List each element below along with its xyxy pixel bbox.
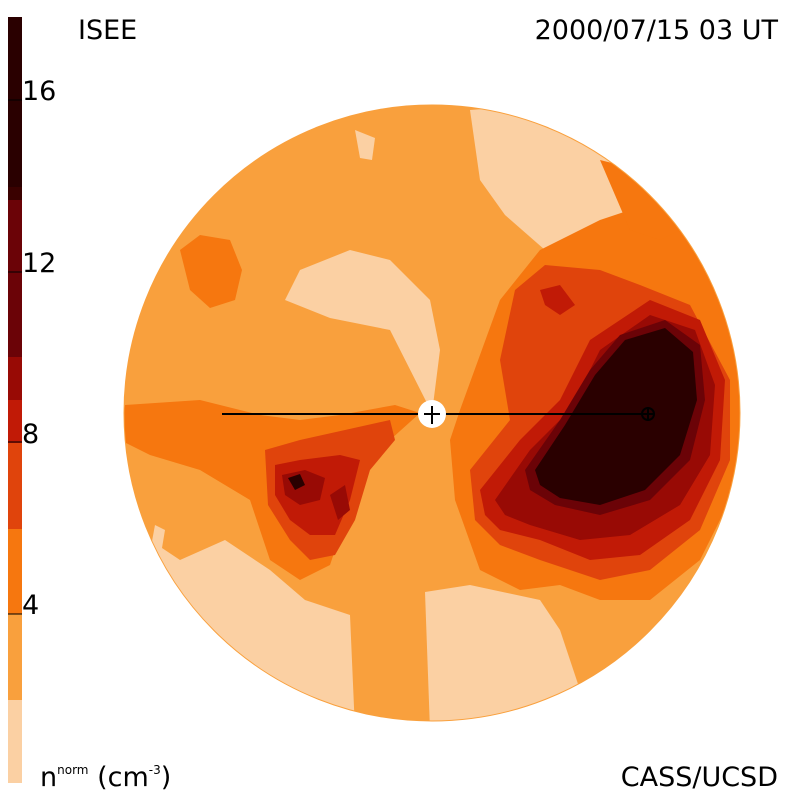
contour-low-top-small <box>355 130 375 160</box>
timestamp-label: 2000/07/15 03 UT <box>534 15 778 46</box>
contour-low-bottom-center <box>425 585 580 721</box>
instrument-label: ISEE <box>78 15 138 46</box>
contour-high-small <box>540 285 575 315</box>
colorbar <box>8 17 22 783</box>
colorbar-level-6 <box>8 357 22 400</box>
colorbar-tick-label-16: 16 <box>22 76 57 107</box>
colorbar-level-2 <box>8 614 22 700</box>
colorbar-tick-label-4: 4 <box>22 590 40 621</box>
colorbar-level-3 <box>8 529 22 614</box>
quantity-symbol: n <box>40 762 58 793</box>
contour-core <box>535 328 697 505</box>
colorbar-tick-label-8: 8 <box>22 419 40 450</box>
colorbar-level-4 <box>8 443 22 529</box>
units-exponent: -3 <box>148 763 161 777</box>
quantity-label: nnorm (cm-3) <box>40 764 171 791</box>
contour-core-tail <box>288 474 305 490</box>
colorbar-level-8 <box>8 187 22 200</box>
colorbar-level-1 <box>8 700 22 783</box>
quantity-superscript: norm <box>57 763 89 777</box>
units-close: ) <box>160 762 172 793</box>
colorbar-tick-label-12: 12 <box>22 248 57 279</box>
contour-mid-top-right <box>600 160 680 240</box>
contour-low-center-fan <box>285 250 440 413</box>
contour-very-high-left-2 <box>330 485 350 520</box>
credit-label: CASS/UCSD <box>620 762 778 793</box>
map-disk-outline <box>123 104 741 722</box>
colorbar-level-7 <box>8 200 22 370</box>
colorbar-level-9 <box>8 17 22 187</box>
contour-mid-upper-left <box>180 235 242 308</box>
units-open: (cm <box>88 762 149 793</box>
